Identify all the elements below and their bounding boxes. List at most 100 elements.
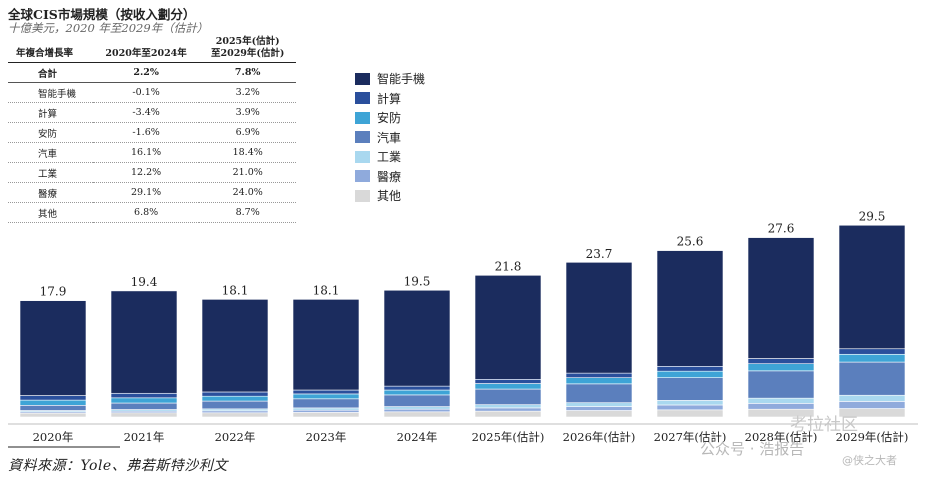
bar-segment-2-security	[201, 395, 269, 402]
legend-item: 工業	[355, 147, 425, 167]
x-tick-label: 2021年	[124, 430, 165, 444]
bar-segment-7-smartphone	[656, 250, 724, 367]
table-row: 醫療 29.1% 24.0%	[8, 182, 296, 203]
x-tick-label: 2029年(估計)	[836, 430, 909, 444]
bar-segment-3-security	[292, 393, 360, 400]
bar-segment-7-industrial	[656, 400, 724, 406]
bar-segment-9-security	[838, 353, 906, 363]
bar-segment-2-other	[201, 412, 269, 418]
cagr-row-name: 智能手機	[8, 82, 93, 103]
x-tick-label: 2027年(估計)	[654, 430, 727, 444]
table-row: 安防 -1.6% 6.9%	[8, 122, 296, 143]
cagr-table-header: 年複合增長率 2020年至2024年 2025年(估計) 至2029年(估計)	[8, 36, 296, 63]
bar-segment-0-other	[19, 412, 87, 418]
bar-total-label: 19.4	[131, 275, 158, 289]
cagr-col1-header: 2020年至2024年	[92, 36, 200, 63]
bar-segment-0-auto	[19, 404, 87, 411]
cagr-row-name: 汽車	[8, 142, 93, 163]
bar-segment-6-computing	[565, 372, 633, 378]
table-row: 智能手機 -0.1% 3.2%	[8, 82, 296, 103]
bar-segment-9-computing	[838, 348, 906, 355]
legend-item: 安防	[355, 108, 425, 128]
cagr-row-v2: 3.2%	[199, 82, 296, 103]
chart-title: 全球CIS市場規模（按收入劃分）	[8, 7, 196, 22]
table-row: 工業 12.2% 21.0%	[8, 162, 296, 183]
bar-segment-2-auto	[201, 400, 269, 410]
cagr-row-name: 醫療	[8, 182, 93, 203]
bar-segment-7-auto	[656, 377, 724, 401]
bar-segment-9-medical	[838, 401, 906, 409]
bar-segment-0-computing	[19, 395, 87, 401]
bar-segment-5-smartphone	[474, 274, 542, 380]
bar-segment-1-computing	[110, 392, 178, 399]
bar-segment-1-other	[110, 412, 178, 418]
bar-segment-3-smartphone	[292, 299, 360, 391]
bar-total-label: 25.6	[677, 235, 704, 249]
bar-segment-4-medical	[383, 408, 451, 413]
x-tick-label: 2028年(估計)	[745, 430, 818, 444]
table-row: 汽車 16.1% 18.4%	[8, 142, 296, 163]
legend-swatch	[355, 170, 370, 183]
bar-segment-5-medical	[474, 407, 542, 412]
bar-segment-5-computing	[474, 378, 542, 384]
bar-total-label: 21.8	[495, 259, 522, 273]
cagr-row-name: 其他	[8, 202, 93, 223]
cagr-row-v1: 29.1%	[92, 182, 200, 203]
bar-total-label: 19.5	[404, 274, 431, 288]
bar-total-label: 18.1	[222, 283, 249, 297]
bar-segment-3-computing	[292, 389, 360, 395]
bar-segment-4-industrial	[383, 406, 451, 410]
cagr-row-name: 工業	[8, 162, 93, 183]
watermark-brand: 考拉社区	[790, 415, 858, 435]
cagr-row-v2: 6.9%	[199, 122, 296, 143]
legend-label: 計算	[377, 91, 402, 106]
bar-segment-4-other	[383, 411, 451, 418]
x-tick-label: 2026年(估計)	[563, 430, 636, 444]
legend-label: 智能手機	[377, 72, 426, 87]
cagr-col-header: 年複合增長率	[8, 36, 93, 63]
bar-segment-7-computing	[656, 365, 724, 372]
bar-segment-9-smartphone	[838, 224, 906, 350]
cagr-row-v2: 3.9%	[199, 102, 296, 123]
bar-segment-2-smartphone	[201, 299, 269, 393]
legend-swatch	[355, 150, 370, 163]
legend-label: 汽車	[377, 130, 402, 145]
bar-segment-5-security	[474, 383, 542, 390]
legend-swatch	[355, 72, 370, 85]
cagr-col2-header-line1: 2025年(估計)	[215, 36, 280, 47]
cagr-row-name: 計算	[8, 102, 93, 123]
x-tick-label: 2025年(估計)	[472, 430, 545, 444]
bar-segment-8-smartphone	[747, 237, 815, 359]
cagr-row-v1: 12.2%	[92, 162, 200, 183]
bar-segment-0-smartphone	[19, 300, 87, 396]
cagr-col2-header-line2: 至2029年(估計)	[210, 48, 285, 59]
bar-segment-4-computing	[383, 385, 451, 391]
bar-segment-4-security	[383, 389, 451, 396]
bar-segment-8-auto	[747, 370, 815, 399]
bar-segment-6-auto	[565, 383, 633, 404]
legend-item: 智能手機	[355, 69, 425, 89]
bar-segment-9-industrial	[838, 394, 906, 402]
cagr-row-name: 安防	[8, 122, 93, 143]
legend-item: 醫療	[355, 167, 425, 187]
bar-segment-3-other	[292, 412, 360, 418]
cagr-row-v1: -3.4%	[92, 102, 200, 123]
legend-swatch	[355, 189, 370, 202]
x-tick-label: 2023年	[306, 430, 347, 444]
bar-total-label: 18.1	[313, 283, 340, 297]
legend-item: 汽車	[355, 128, 425, 148]
watermark-account: 公众号 · 浩报告	[700, 440, 805, 458]
cagr-row-v2: 8.7%	[199, 202, 296, 223]
bar-segment-4-auto	[383, 394, 451, 407]
bar-segment-4-smartphone	[383, 289, 451, 387]
table-row: 其他 6.8% 8.7%	[8, 202, 296, 223]
legend-label: 其他	[377, 189, 402, 204]
bar-segment-6-medical	[565, 406, 633, 411]
bar-segment-0-security	[19, 399, 87, 406]
bar-total-label: 27.6	[768, 222, 795, 236]
bar-segment-1-security	[110, 397, 178, 404]
table-row: 計算 -3.4% 3.9%	[8, 102, 296, 123]
bar-segment-3-medical	[292, 409, 360, 413]
bar-segment-8-medical	[747, 403, 815, 410]
